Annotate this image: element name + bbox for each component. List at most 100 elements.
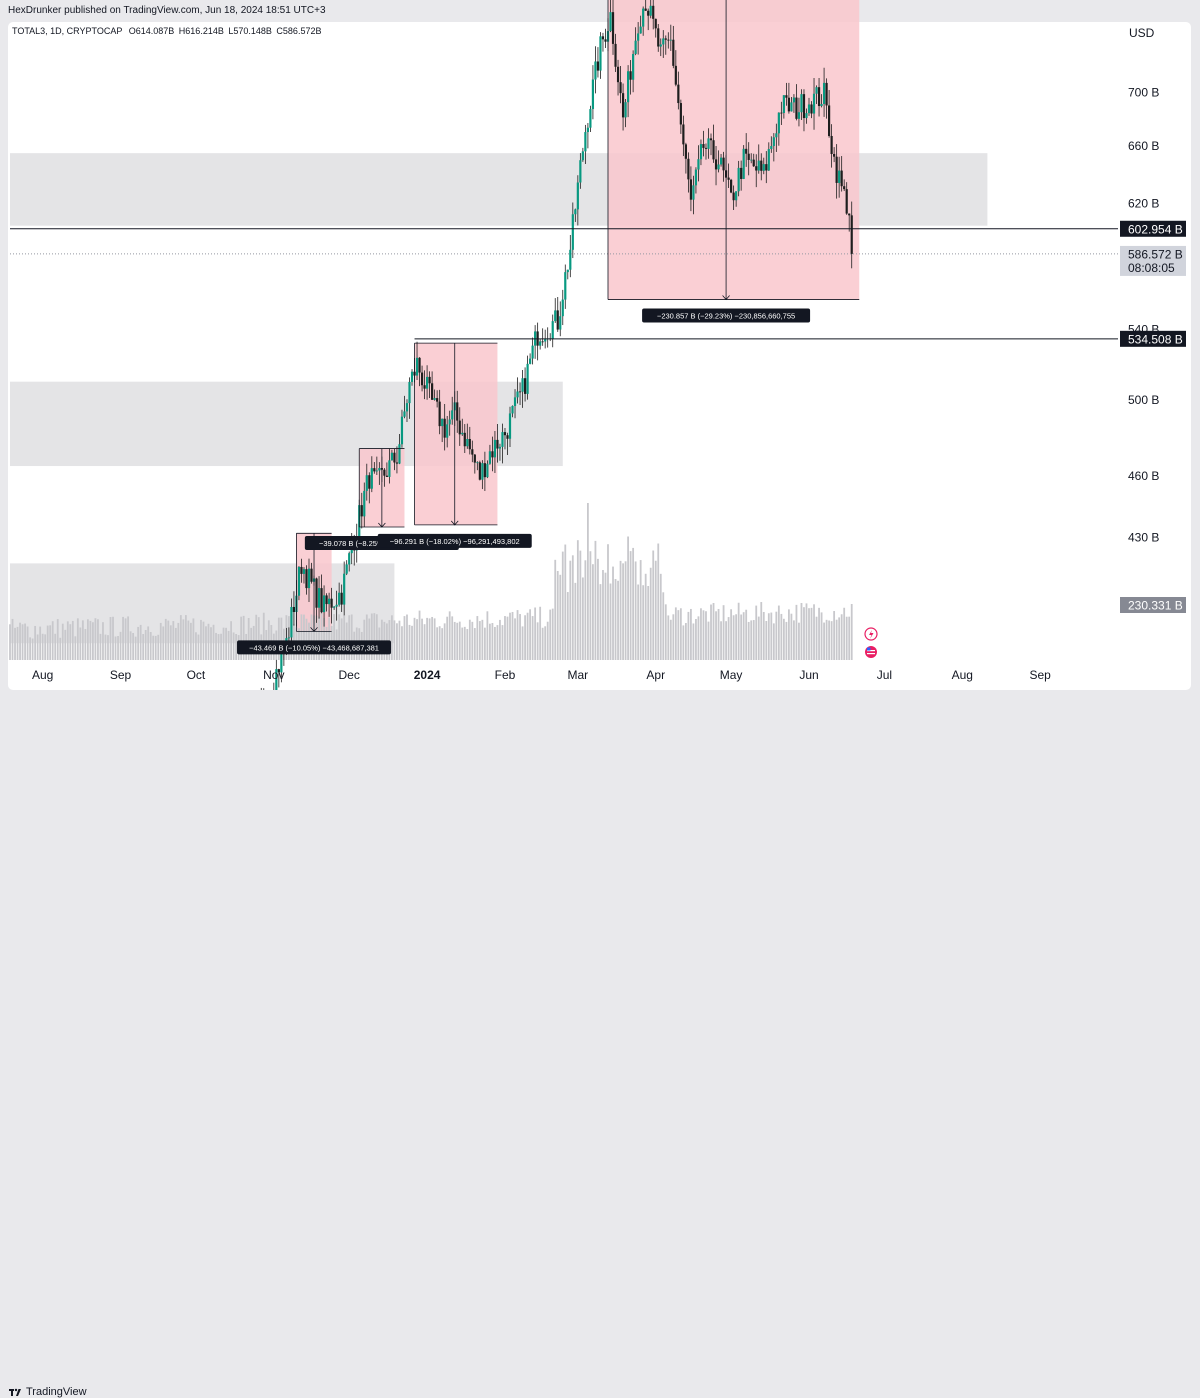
candle-body [584, 132, 587, 152]
volume-bar [461, 627, 464, 660]
volume-bar [662, 592, 665, 660]
volume-bar [755, 605, 758, 660]
candle-body [599, 36, 602, 71]
candle-body [782, 95, 785, 113]
volume-bar [122, 616, 124, 660]
volume-bar [104, 634, 107, 660]
volume-bar [225, 627, 227, 660]
volume-bar [174, 627, 177, 660]
volume-bar [451, 616, 454, 660]
price-chart[interactable]: −43.469 B (−10.05%) −43,468,687,381−39.0… [0, 0, 1200, 690]
volume-bar [109, 616, 112, 660]
volume-bar [446, 616, 449, 660]
candle-body [843, 186, 846, 190]
volume-bar [561, 551, 564, 660]
volume-bar [396, 623, 398, 660]
candle-body [338, 592, 341, 605]
volume-bar [19, 622, 21, 660]
currency-button[interactable]: USD [1121, 22, 1183, 42]
candle-body [815, 87, 818, 94]
range-box-2[interactable] [414, 343, 498, 525]
volume-bar [767, 613, 770, 660]
volume-bar [609, 583, 612, 660]
candle-body [493, 439, 497, 458]
volume-bar [592, 564, 594, 660]
candle-body [637, 33, 640, 41]
volume-bar [589, 551, 592, 660]
candle-body [752, 159, 755, 167]
candle-body [621, 93, 625, 118]
candle-body [564, 272, 567, 300]
candle-body [699, 144, 703, 160]
x-tick-label: Mar [568, 668, 589, 682]
volume-bar [99, 633, 102, 660]
y-tick-label: 460 B [1128, 469, 1159, 483]
volume-bar [61, 623, 64, 660]
candle-body [498, 446, 502, 449]
candle-body [639, 26, 642, 34]
volume-bar [649, 567, 652, 660]
volume-bar [823, 622, 825, 660]
volume-bar [391, 615, 393, 660]
x-tick-label: Sep [1029, 668, 1051, 682]
volume-bar [139, 624, 142, 660]
candle-body [707, 138, 710, 149]
volume-bar [318, 616, 320, 660]
candle-body [654, 18, 657, 29]
volume-bar [79, 627, 82, 660]
candle-body [780, 112, 783, 114]
candle-body [458, 420, 461, 435]
candle-body [719, 157, 723, 165]
volume-bar [612, 566, 614, 660]
candle-body [302, 569, 306, 574]
candle-body [297, 566, 301, 596]
volume-bar [586, 503, 589, 660]
candle-body [820, 103, 823, 107]
volume-bar [494, 626, 496, 660]
candle-body [518, 391, 522, 393]
volume-bar [242, 615, 245, 660]
volume-bar [102, 622, 104, 660]
candle-body [775, 133, 778, 138]
candle-body [521, 378, 524, 392]
volume-bar [232, 632, 235, 660]
candle-body [790, 102, 793, 112]
volume-bar [127, 616, 129, 660]
volume-bar [41, 633, 44, 660]
x-tick-label: 2024 [414, 668, 441, 682]
candle-body [609, 12, 612, 32]
ohlc-high: H616.214B [178, 26, 224, 36]
volume-bar [205, 626, 207, 660]
candle-body [687, 158, 690, 180]
volume-bar [516, 610, 519, 660]
volume-bar [471, 621, 474, 660]
volume-bar [762, 611, 765, 660]
volume-bar [529, 609, 532, 660]
candle-body [833, 154, 836, 157]
volume-bar [132, 633, 135, 660]
candle-body [750, 159, 753, 161]
volume-bar [788, 609, 790, 660]
volume-bar [323, 618, 325, 660]
x-tick-label: Aug [32, 668, 53, 682]
us-flag-icon[interactable] [865, 646, 877, 658]
candle-body [501, 432, 504, 447]
candle-body [468, 438, 471, 450]
volume-bar [667, 615, 670, 660]
volume-bar [772, 623, 775, 660]
candle-body [400, 416, 404, 445]
volume-bar [36, 634, 39, 660]
volume-bar [559, 574, 562, 660]
volume-bar [107, 635, 109, 660]
candle-body [574, 209, 577, 215]
candle-body [742, 148, 745, 179]
range-label-0: −43.469 B (−10.05%) −43,468,687,381 [249, 643, 379, 652]
candle-body [795, 97, 798, 119]
volume-bar [89, 620, 92, 660]
candle-body [677, 84, 680, 104]
volume-bar [348, 615, 351, 660]
lightning-glyph [869, 630, 874, 639]
volume-bar [483, 627, 486, 660]
event-flags [864, 627, 878, 658]
range-box-3[interactable] [607, 0, 860, 300]
